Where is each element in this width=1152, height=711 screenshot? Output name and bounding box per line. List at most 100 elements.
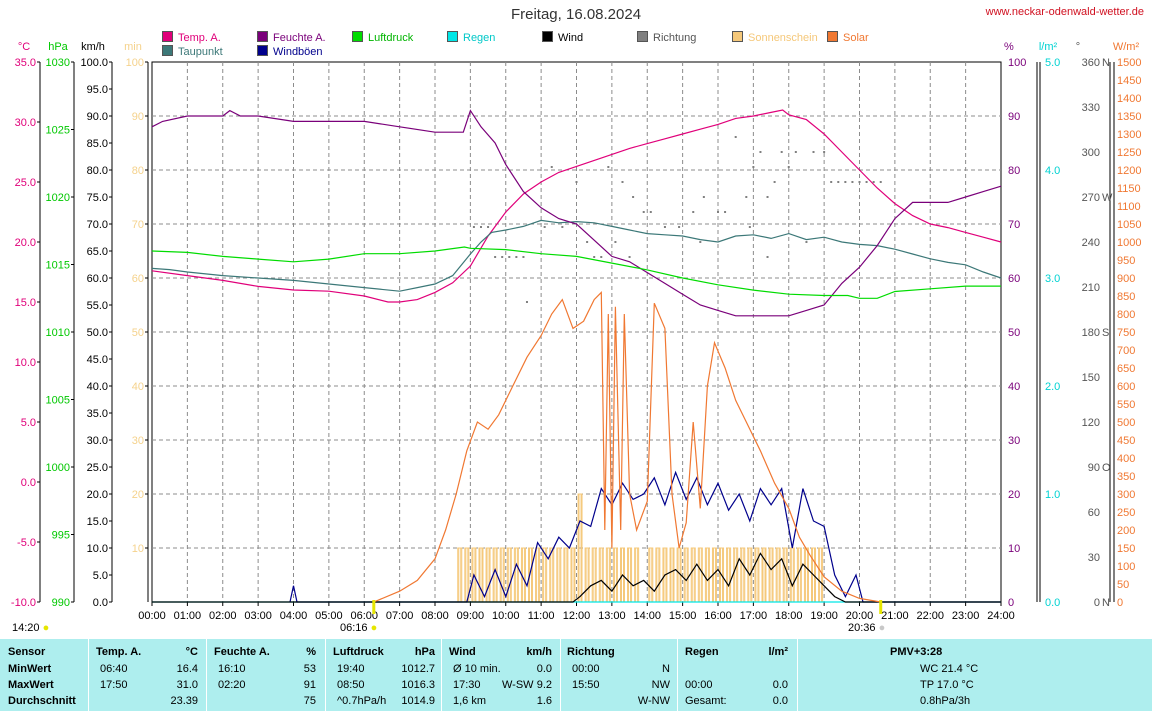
stats-hum-value: 53 xyxy=(303,663,316,675)
site-link[interactable]: www.neckar-odenwald-wetter.de xyxy=(985,6,1144,18)
x-tick-label: 10:00 xyxy=(492,610,520,622)
pressure-tick-label: 990 xyxy=(52,597,70,609)
stats-header-rain: Regen xyxy=(685,646,719,658)
stats-row-label: MinWert xyxy=(8,663,52,675)
pressure-tick-label: 1015 xyxy=(46,260,70,272)
solar-tick-label: 100 xyxy=(1117,561,1135,573)
x-tick-label: 08:00 xyxy=(421,610,449,622)
direction-point xyxy=(745,196,748,198)
sunshine-tick-label: 30 xyxy=(132,435,144,447)
stats-extra: 0.8hPa/3h xyxy=(920,695,971,707)
wind-tick-label: 70.0 xyxy=(87,219,108,231)
pressure-tick-label: 1020 xyxy=(46,192,70,204)
wind-tick-label: 75.0 xyxy=(87,192,108,204)
legend-label: Temp. A. xyxy=(178,32,221,44)
solar-tick-label: 550 xyxy=(1117,399,1135,411)
direction-point xyxy=(642,211,645,213)
solar-tick-label: 1150 xyxy=(1117,183,1141,195)
direction-point xyxy=(766,196,769,198)
temp-tick-label: 30.0 xyxy=(15,117,36,129)
direction-point xyxy=(649,211,652,213)
x-tick-label: 00:00 xyxy=(138,610,166,622)
direction-tick-label: 30 xyxy=(1088,552,1100,564)
wind-tick-label: 85.0 xyxy=(87,138,108,150)
stats-header-temp-unit: °C xyxy=(185,646,198,658)
wind-axis-unit: km/h xyxy=(81,41,105,53)
legend-label: Sonnenschein xyxy=(748,32,818,44)
direction-point xyxy=(759,151,762,153)
humidity-tick-label: 60 xyxy=(1008,273,1020,285)
legend-label: Regen xyxy=(463,32,496,44)
stats-extra: WC 21.4 °C xyxy=(920,663,979,675)
humidity-tick-label: 10 xyxy=(1008,543,1020,555)
temp-tick-label: -10.0 xyxy=(11,597,36,609)
pressure-tick-label: 1025 xyxy=(46,125,70,137)
x-tick-label: 22:00 xyxy=(916,610,944,622)
solar-tick-label: 1500 xyxy=(1117,57,1141,69)
direction-tick-label: 90 xyxy=(1088,462,1100,474)
humidity-tick-label: 30 xyxy=(1008,435,1020,447)
direction-point xyxy=(851,181,854,183)
sunrise-time: 06:16 ● xyxy=(340,622,378,634)
direction-point xyxy=(844,181,847,183)
solar-tick-label: 650 xyxy=(1117,363,1135,375)
stats-extra: TP 17.0 °C xyxy=(920,679,974,691)
direction-point xyxy=(773,181,776,183)
direction-point xyxy=(607,166,610,168)
solar-tick-label: 400 xyxy=(1117,453,1135,465)
direction-tick-label: 180 xyxy=(1082,327,1100,339)
rain-tick-label: 3.0 xyxy=(1045,273,1060,285)
direction-point xyxy=(823,151,826,153)
sunshine-tick-label: 20 xyxy=(132,489,144,501)
series-windline xyxy=(152,552,1001,603)
humidity-tick-label: 90 xyxy=(1008,111,1020,123)
direction-point xyxy=(479,226,482,228)
direction-point xyxy=(805,241,808,243)
stats-temp-value: 31.0 xyxy=(176,679,198,691)
humidity-tick-label: 100 xyxy=(1008,57,1026,69)
humidity-tick-label: 80 xyxy=(1008,165,1020,177)
series-temp-a-line xyxy=(151,109,1002,303)
temp-tick-label: 35.0 xyxy=(15,57,36,69)
direction-tick-label: 270 xyxy=(1082,192,1100,204)
x-tick-label: 24:00 xyxy=(987,610,1015,622)
direction-point xyxy=(508,256,511,258)
direction-tick-label: 120 xyxy=(1082,417,1100,429)
legend-swatch xyxy=(257,45,268,56)
direction-point xyxy=(621,181,624,183)
legend-item: Feuchte A. xyxy=(257,31,326,44)
direction-tick-letter: O xyxy=(1102,462,1111,474)
stats-divider xyxy=(560,639,561,711)
direction-tick-label: 0 xyxy=(1094,597,1100,609)
legend-swatch xyxy=(637,31,648,42)
solar-tick-label: 600 xyxy=(1117,381,1135,393)
stats-header-hum: Feuchte A. xyxy=(214,646,270,658)
direction-tick-letter: S xyxy=(1102,327,1109,339)
direction-point xyxy=(865,181,868,183)
stats-header-sensor: Sensor xyxy=(8,646,46,658)
temp-tick-label: 10.0 xyxy=(15,357,36,369)
direction-tick-letter: N xyxy=(1102,597,1110,609)
legend-label: Feuchte A. xyxy=(273,32,326,44)
solar-tick-label: 450 xyxy=(1117,435,1135,447)
wind-tick-label: 40.0 xyxy=(87,381,108,393)
wind-tick-label: 20.0 xyxy=(87,489,108,501)
solar-tick-label: 250 xyxy=(1117,507,1135,519)
wind-tick-label: 35.0 xyxy=(87,408,108,420)
sunshine-tick-label: 90 xyxy=(132,111,144,123)
pressure-tick-label: 1005 xyxy=(46,395,70,407)
stats-header-pmv: PMV+3:28 xyxy=(890,646,943,658)
stats-divider xyxy=(677,639,678,711)
x-tick-label: 11:00 xyxy=(528,610,555,622)
solar-tick-label: 350 xyxy=(1117,471,1135,483)
stats-wind-time: Ø 10 min. xyxy=(453,663,501,675)
stats-rain-value: 0.0 xyxy=(772,679,788,691)
solar-tick-label: 950 xyxy=(1117,255,1135,267)
wind-tick-label: 100.0 xyxy=(80,57,108,69)
stats-divider xyxy=(441,639,442,711)
stats-dir-value: N xyxy=(662,663,670,675)
sunshine-tick-label: 80 xyxy=(132,165,144,177)
legend-item: Luftdruck xyxy=(352,31,413,44)
direction-point xyxy=(879,181,882,183)
direction-point xyxy=(561,226,564,228)
